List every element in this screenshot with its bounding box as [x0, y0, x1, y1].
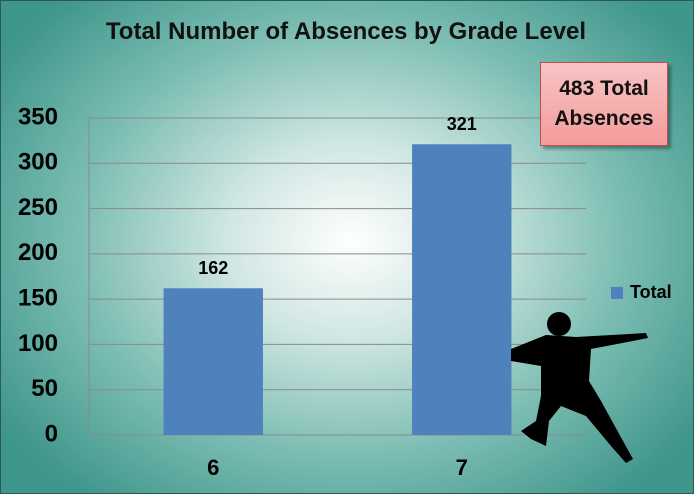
x-tick-label: 6 — [207, 455, 219, 480]
annotation: 483 Total Absences — [540, 62, 668, 146]
y-tick-label: 100 — [18, 330, 58, 357]
silhouette — [511, 312, 648, 463]
x-tick-label: 7 — [456, 455, 468, 480]
y-tick-label: 0 — [45, 420, 58, 447]
y-tick-label: 150 — [18, 284, 58, 311]
bar — [412, 144, 512, 435]
data-label: 321 — [447, 114, 477, 134]
chart-title: Total Number of Absences by Grade Level — [105, 18, 587, 45]
y-tick-label: 300 — [18, 149, 58, 176]
bar — [163, 288, 263, 435]
y-tick-label: 350 — [18, 103, 58, 130]
y-tick-label: 200 — [18, 239, 58, 266]
y-tick-label: 250 — [18, 194, 58, 221]
data-label: 162 — [198, 258, 228, 278]
legend-label: Total — [630, 282, 672, 302]
y-tick-label: 50 — [31, 375, 58, 402]
legend-swatch — [611, 287, 623, 299]
